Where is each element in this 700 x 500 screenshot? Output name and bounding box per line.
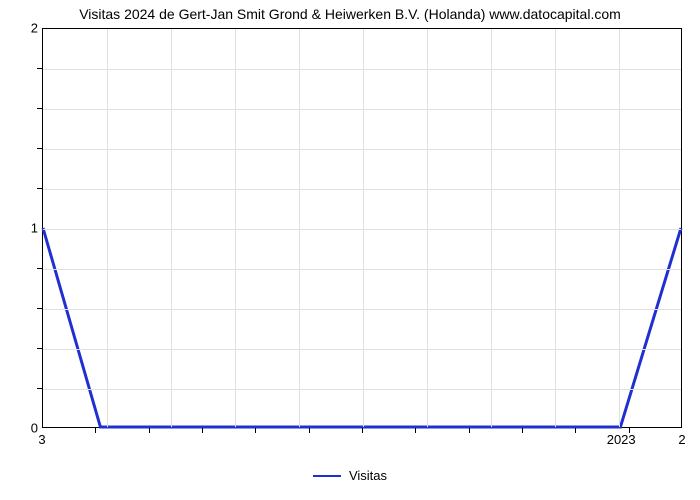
grid-line-v <box>171 29 172 427</box>
y-minor-tick <box>37 68 42 69</box>
grid-line-v <box>107 29 108 427</box>
y-tick-label: 2 <box>8 21 38 36</box>
y-minor-tick <box>37 148 42 149</box>
grid-line-v <box>427 29 428 427</box>
x-minor-tick <box>629 428 630 433</box>
y-minor-tick <box>37 108 42 109</box>
grid-line-h <box>43 109 681 110</box>
x-minor-tick <box>309 428 310 433</box>
chart-title: Visitas 2024 de Gert-Jan Smit Grond & He… <box>0 4 700 24</box>
chart-container: Visitas 2024 de Gert-Jan Smit Grond & He… <box>0 4 700 496</box>
grid-line-h <box>43 69 681 70</box>
y-tick-label: 1 <box>8 221 38 236</box>
y-minor-tick <box>37 268 42 269</box>
grid-line-v <box>619 29 620 427</box>
x-minor-tick <box>415 428 416 433</box>
x-minor-tick <box>202 428 203 433</box>
x-minor-tick <box>575 428 576 433</box>
series-line <box>43 228 681 427</box>
x-minor-tick <box>362 428 363 433</box>
x-tick-label: 3 <box>38 432 45 447</box>
grid-line-h <box>43 309 681 310</box>
plot-wrapper: Visitas 0 1 2 3 2 2023 <box>0 24 700 496</box>
x-tick-label: 2023 <box>607 432 636 447</box>
y-minor-tick <box>37 308 42 309</box>
grid-line-h <box>43 389 681 390</box>
x-minor-tick <box>522 428 523 433</box>
x-minor-tick <box>149 428 150 433</box>
legend-label: Visitas <box>349 468 387 483</box>
grid-line-h <box>43 349 681 350</box>
grid-line-h <box>43 229 681 230</box>
grid-line-v <box>555 29 556 427</box>
grid-line-v <box>363 29 364 427</box>
grid-line-v <box>491 29 492 427</box>
y-minor-tick <box>37 348 42 349</box>
x-minor-tick <box>469 428 470 433</box>
grid-line-h <box>43 149 681 150</box>
x-tick-label: 2 <box>678 432 685 447</box>
grid-line-v <box>235 29 236 427</box>
grid-line-v <box>299 29 300 427</box>
legend-swatch <box>313 475 341 477</box>
line-series <box>43 29 681 427</box>
plot-area <box>42 28 682 428</box>
y-minor-tick <box>37 388 42 389</box>
grid-line-h <box>43 269 681 270</box>
grid-line-h <box>43 189 681 190</box>
y-minor-tick <box>37 188 42 189</box>
x-minor-tick <box>95 428 96 433</box>
y-tick-label: 0 <box>8 421 38 436</box>
x-minor-tick <box>255 428 256 433</box>
legend: Visitas <box>313 468 387 483</box>
